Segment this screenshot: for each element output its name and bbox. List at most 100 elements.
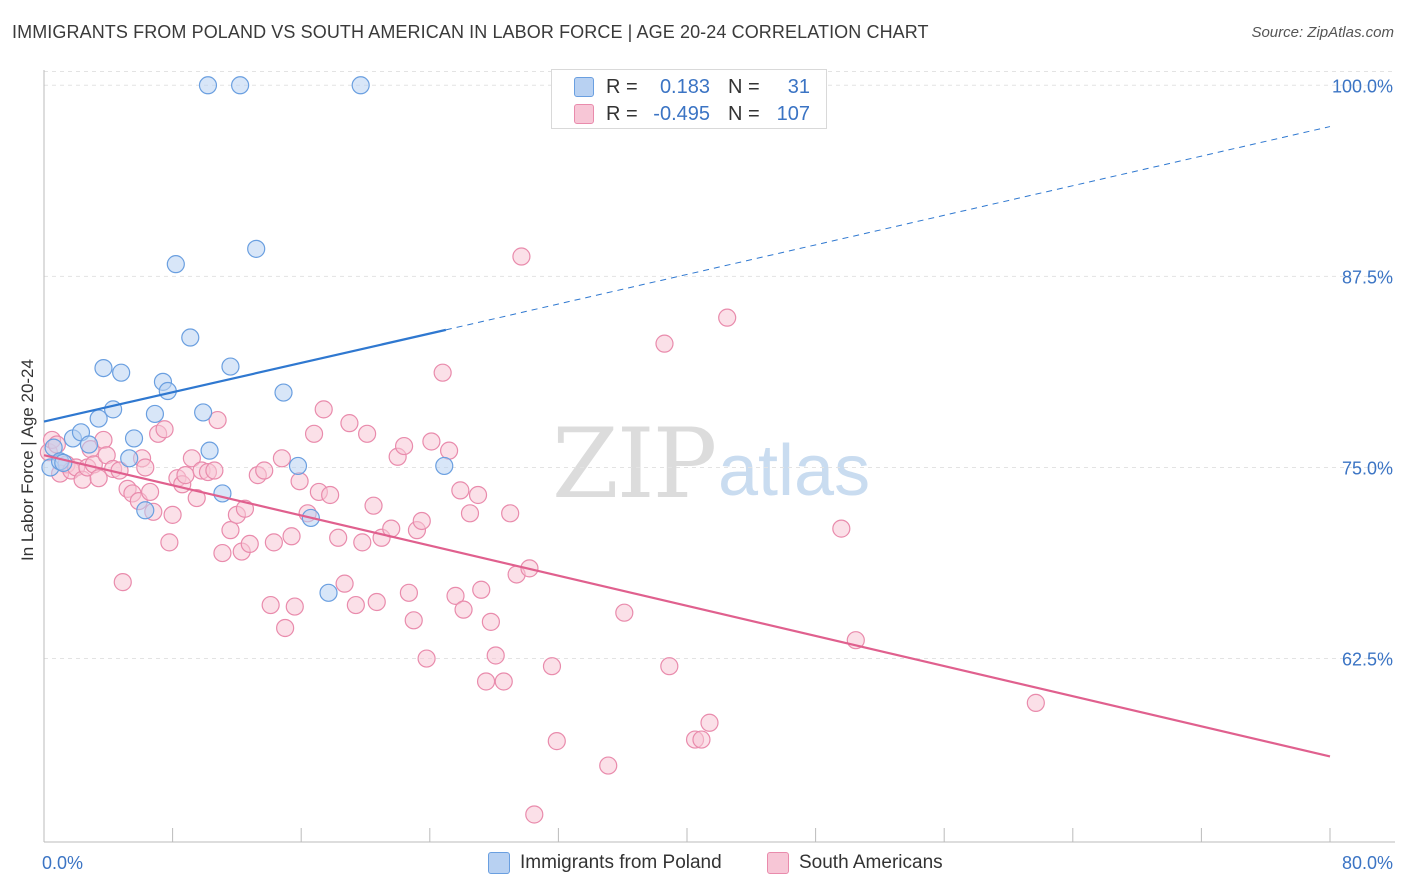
south-american-point [346, 595, 365, 615]
south-american-point [335, 574, 354, 593]
south-american-point [394, 436, 414, 456]
south-american-point [235, 499, 255, 518]
poland-point [54, 453, 73, 472]
south-american-point [329, 528, 348, 547]
series-name-south-americans: South Americans [799, 852, 943, 873]
south-american-point [481, 612, 500, 631]
south-american-point [358, 424, 377, 443]
legend-swatch-poland [574, 77, 594, 97]
y-tick-label: 87.5% [1342, 267, 1393, 287]
legend-r-value-poland: 0.183 [659, 75, 710, 98]
poland-point [194, 403, 213, 422]
chart-title: IMMIGRANTS FROM POLAND VS SOUTH AMERICAN… [12, 22, 929, 42]
south-american-point [290, 472, 309, 491]
south-american-point [176, 466, 195, 485]
south-american-point [454, 600, 473, 619]
poland-point [181, 328, 200, 347]
poland-point [351, 76, 370, 95]
poland-point [435, 456, 454, 476]
poland-point [94, 358, 113, 378]
south-american-point [221, 521, 240, 540]
poland-trend-extension [445, 126, 1331, 331]
south-american-point [136, 458, 155, 477]
south-american-point [460, 504, 480, 523]
south-american-point [399, 583, 419, 602]
south-american-point [439, 441, 459, 460]
poland-point [89, 409, 108, 428]
south-american-point [501, 504, 520, 523]
y-tick-label: 75.0% [1342, 458, 1393, 478]
legend-n-value-poland: 31 [787, 75, 810, 98]
south-american-point [542, 657, 562, 676]
south-american-point [700, 713, 719, 732]
south-american-point [321, 485, 340, 505]
south-american-point [264, 533, 283, 552]
south-american-point [525, 805, 544, 824]
south-american-point [486, 646, 505, 665]
south-american-point [163, 505, 182, 524]
y-tick-label: 100.0% [1332, 76, 1393, 96]
poland-point [288, 456, 308, 476]
south-american-point [832, 519, 851, 538]
south-american-point [272, 449, 292, 468]
x-tick-label: 0.0% [42, 853, 83, 873]
south-american-point [113, 573, 132, 592]
source-credit: Source: ZipAtlas.com [1251, 24, 1394, 41]
south-american-point [660, 657, 679, 676]
south-american-point [140, 482, 160, 502]
poland-point [247, 239, 266, 258]
south-american-point [718, 308, 737, 327]
watermark-zip: ZIP [552, 408, 717, 520]
series-legend-poland: Immigrants from Poland [488, 852, 722, 874]
south-american-point [692, 730, 711, 749]
south-american-point [1026, 693, 1045, 712]
legend-n-label: N = [728, 102, 760, 125]
poland-point [231, 76, 250, 95]
poland-point [200, 441, 219, 460]
south-american-point [285, 597, 304, 616]
south-american-point [472, 580, 491, 599]
poland-point [319, 583, 338, 602]
south-american-point [412, 511, 431, 531]
legend-r-label: R = [606, 75, 638, 98]
south-american-point [599, 756, 618, 775]
south-american-point [261, 595, 280, 615]
south-american-point [353, 533, 372, 552]
poland-point [124, 429, 144, 448]
legend-row-south-americans: R = -0.495 N = 107 [574, 101, 810, 127]
legend-swatch-south-americans [574, 104, 594, 124]
poland-trend-line [43, 328, 447, 423]
south-american-point [468, 485, 488, 505]
south-american-point [364, 496, 383, 515]
series-swatch-poland [488, 852, 510, 874]
series-legend-south-americans: South Americans [767, 852, 943, 874]
series-swatch-south-americans [767, 852, 789, 874]
poland-point [120, 449, 139, 468]
south-american-point [205, 461, 224, 480]
south-american-point [89, 469, 108, 488]
south-american-point [655, 334, 674, 353]
south-american-point [314, 400, 333, 419]
south-american-point [255, 461, 274, 480]
south-american-point [547, 732, 566, 751]
south-american-point [422, 432, 441, 451]
correlation-legend: R = 0.183 N = 31 R = -0.495 N = 107 [551, 69, 827, 129]
south-american-point [155, 420, 174, 439]
poland-point [79, 435, 99, 454]
south-american-point [160, 533, 179, 552]
legend-r-value-south-americans: -0.495 [653, 102, 710, 125]
south-american-trend-line [43, 454, 1331, 758]
poland-point [145, 404, 165, 424]
south-american-point [276, 618, 295, 638]
south-american-point [367, 592, 386, 612]
south-american-point [417, 649, 436, 668]
legend-n-label: N = [728, 75, 760, 98]
south-american-point [404, 611, 423, 630]
south-american-point [182, 449, 201, 468]
south-american-point [282, 527, 301, 546]
south-american-point [451, 481, 470, 500]
south-american-point [240, 534, 259, 554]
poland-point [274, 383, 293, 402]
y-axis-label: In Labor Force | Age 20-24 [18, 359, 37, 561]
